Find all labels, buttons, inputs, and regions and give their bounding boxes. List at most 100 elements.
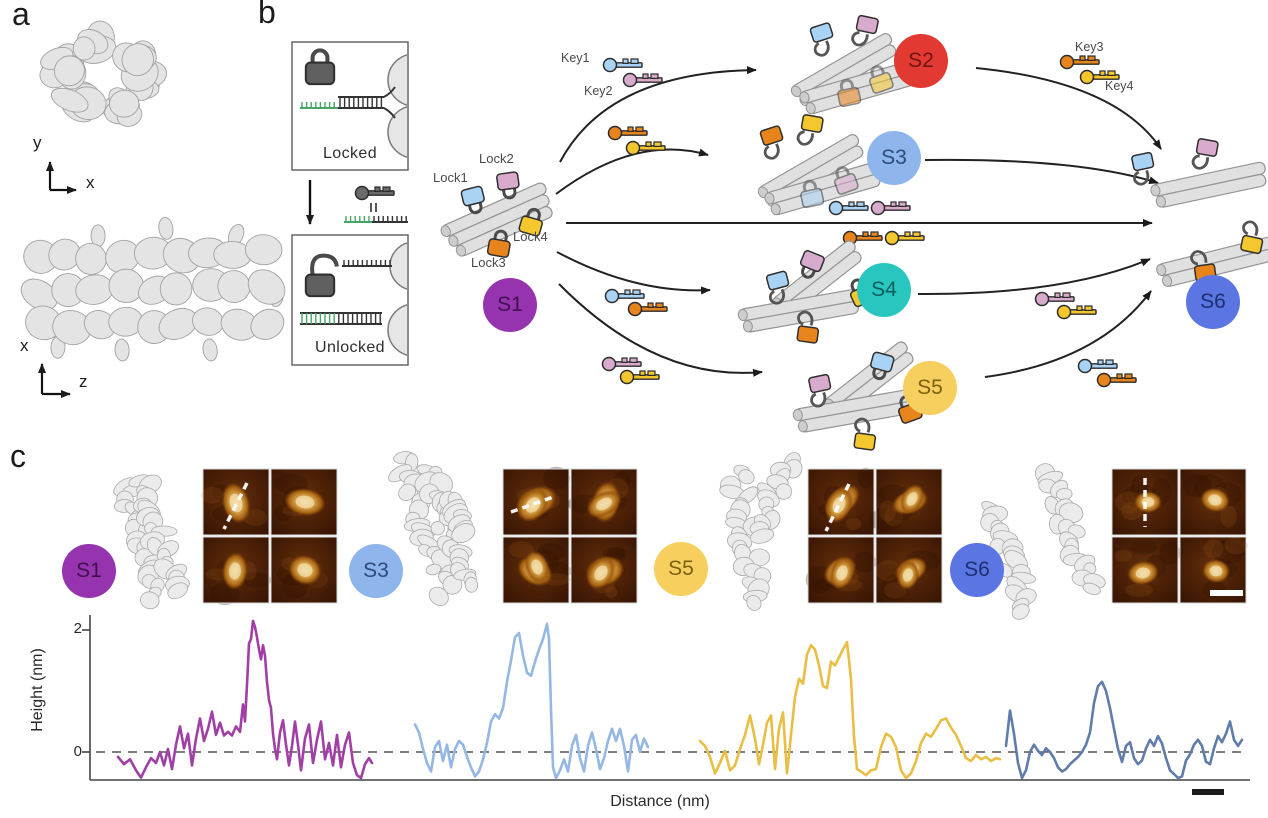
opened-lock-icon — [851, 14, 879, 47]
opened-lock-icon — [796, 114, 824, 146]
axis-y-label: y — [33, 133, 42, 152]
axis-x2-label: x — [20, 336, 29, 355]
state-s4-structure — [737, 240, 875, 344]
axis-x-label: x — [86, 173, 95, 192]
state-badge-s1-text: S1 — [497, 293, 523, 316]
arrow-2 — [555, 148, 709, 195]
afm-grid-s5 — [805, 467, 943, 604]
afm-image-tile-s6-4 — [1179, 536, 1248, 604]
state-badge-s3: S3 — [867, 131, 921, 185]
afm-image-tile-s6-3 — [1111, 536, 1181, 604]
lock4-icon — [518, 207, 543, 237]
state-badge-s4-text: S4 — [871, 278, 897, 301]
key-icon-16 — [1056, 304, 1097, 320]
opened-lock-icon — [853, 417, 877, 451]
panelc-badge-s5: S5 — [654, 542, 708, 596]
key-icon-18 — [1096, 372, 1137, 388]
state-s5-structure — [792, 341, 923, 451]
height-trace-s3 — [413, 622, 650, 780]
arrow-9 — [984, 290, 1152, 378]
opened-lock-icon — [808, 373, 832, 408]
panel-c-label: c — [10, 438, 26, 474]
distance-scalebar — [1192, 789, 1224, 795]
state-s3-structure — [757, 114, 881, 216]
opened-lock-icon — [765, 270, 790, 305]
key1-label: Key1 — [561, 51, 590, 65]
state-badge-s4: S4 — [857, 263, 911, 317]
opened-lock-icon — [1240, 220, 1264, 255]
state-badge-s2-text: S2 — [908, 49, 934, 72]
state-badge-s3-text: S3 — [881, 146, 907, 169]
panel-b-schematic — [291, 14, 1268, 451]
cross-section-dashed-line — [222, 482, 249, 530]
ytick-2: 2 — [73, 620, 82, 637]
state-s6-structure — [1131, 138, 1268, 287]
opened-lock-icon — [759, 125, 784, 160]
lock2-label: Lock2 — [479, 151, 514, 166]
panel-c-models — [113, 451, 1106, 620]
height-trace-s5 — [698, 640, 1002, 780]
key-icon-10 — [627, 301, 668, 317]
arrow-1 — [559, 66, 757, 163]
afm-image-tile-s6-2 — [1179, 468, 1247, 536]
afm-image-tile-s3-3 — [502, 536, 572, 604]
panel-a-structures — [20, 20, 286, 398]
afm-image-tile-s5-1 — [807, 467, 875, 536]
model-s6 — [980, 463, 1106, 620]
arrow-7 — [924, 158, 1159, 185]
afm-image-tile-s3-4 — [570, 536, 638, 604]
state-s1-structure — [440, 171, 553, 258]
state-badge-s5-text: S5 — [917, 376, 943, 399]
key3-label: Key3 — [1075, 40, 1104, 54]
padlock-icon — [800, 179, 825, 209]
afm-image-tile-s3-2 — [567, 468, 638, 536]
height-trace-s1 — [116, 619, 374, 780]
afm-image-tile-s5-2 — [869, 468, 943, 536]
key-icon-17 — [1077, 358, 1118, 374]
lock3-icon — [486, 229, 511, 258]
key-legend-icon — [354, 185, 395, 201]
opened-lock-icon — [1131, 151, 1155, 186]
state-badge-s1: S1 — [483, 278, 537, 332]
padlock-icon — [837, 78, 862, 108]
afm-image-tile-s1-3 — [202, 536, 272, 605]
cryoem-ring-view — [39, 20, 167, 127]
afm-image-tile-s1-2 — [270, 468, 338, 536]
state-badge-s6: S6 — [1186, 275, 1240, 329]
locked-box-label: Locked — [323, 145, 377, 162]
afm-image-tile-s3-1 — [502, 466, 571, 536]
cross-section-dashed-line — [824, 483, 851, 532]
key-icon-15 — [1034, 291, 1075, 307]
padlock-icon — [833, 166, 859, 195]
ytick-0: 0 — [73, 743, 82, 760]
key-icon-8 — [884, 230, 925, 246]
key-icon-6 — [870, 200, 911, 216]
key-icon-13 — [1059, 54, 1100, 70]
panelc-badge-s5-text: S5 — [668, 557, 694, 580]
lock1-icon — [460, 185, 485, 215]
key-icon-7 — [842, 230, 883, 246]
afm-grid-s6 — [1111, 468, 1248, 604]
unlocked-box-label: Unlocked — [315, 339, 385, 356]
lock3-label: Lock3 — [471, 255, 506, 270]
arrow-6 — [975, 67, 1162, 150]
key-icon-9 — [604, 288, 645, 304]
afm-image-tile-s6-1 — [1111, 468, 1179, 536]
key-icon-14 — [1079, 69, 1120, 85]
x-axis-title: Distance (nm) — [610, 793, 710, 810]
opened-lock-icon — [809, 22, 834, 57]
afm-image-tile-s5-3 — [805, 536, 877, 604]
panelc-badge-s1-text: S1 — [76, 559, 102, 582]
afm-grid-s1 — [201, 468, 338, 605]
arrow-4 — [556, 251, 711, 295]
key-icon-11 — [601, 356, 642, 372]
panel-b-label: b — [258, 0, 276, 30]
panelc-badge-s3: S3 — [349, 544, 403, 598]
afm-image-panels — [201, 466, 1248, 605]
axis-z-label: z — [79, 372, 88, 391]
panelc-badge-s6-text: S6 — [964, 558, 990, 581]
panelc-badge-s1: S1 — [62, 544, 116, 598]
arrow-8 — [917, 258, 1151, 296]
arrow-5 — [558, 283, 763, 377]
